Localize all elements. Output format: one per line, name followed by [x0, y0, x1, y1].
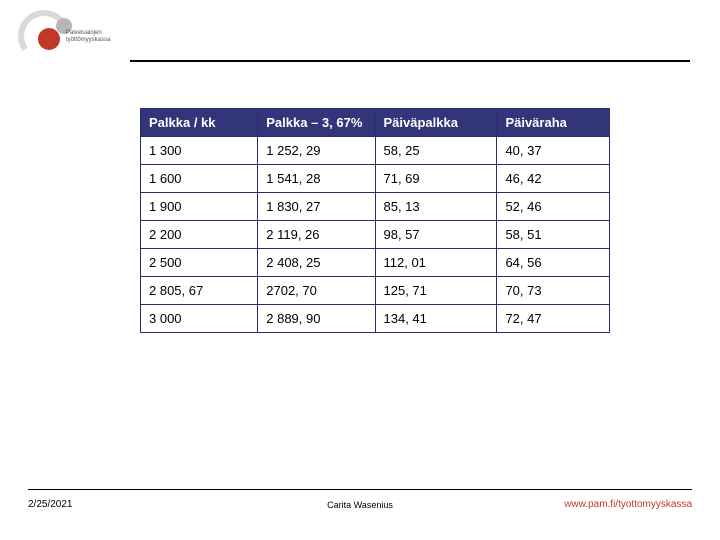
table-cell: 1 252, 29: [258, 137, 375, 165]
logo-line2: työttömyyskassa: [66, 37, 110, 44]
table-cell: 58, 25: [375, 137, 497, 165]
col-header-palkka-367: Palkka – 3, 67%: [258, 109, 375, 137]
table-cell: 46, 42: [497, 165, 610, 193]
table-cell: 64, 56: [497, 249, 610, 277]
salary-table: Palkka / kk Palkka – 3, 67% Päiväpalkka …: [140, 108, 610, 333]
table-cell: 125, 71: [375, 277, 497, 305]
salary-table-container: Palkka / kk Palkka – 3, 67% Päiväpalkka …: [140, 108, 610, 333]
footer-url: www.pam.fi/tyottomyyskassa: [564, 499, 692, 510]
header-divider: [130, 60, 690, 62]
table-cell: 58, 51: [497, 221, 610, 249]
logo-dot-red: [38, 28, 60, 50]
table-cell: 134, 41: [375, 305, 497, 333]
table-cell: 3 000: [141, 305, 258, 333]
col-header-paivapalkka: Päiväpalkka: [375, 109, 497, 137]
col-header-palkka-kk: Palkka / kk: [141, 109, 258, 137]
table-cell: 2702, 70: [258, 277, 375, 305]
table-row: 1 3001 252, 2958, 2540, 37: [141, 137, 610, 165]
table-row: 1 9001 830, 2785, 1352, 46: [141, 193, 610, 221]
table-cell: 1 600: [141, 165, 258, 193]
table-cell: 2 200: [141, 221, 258, 249]
table-row: 1 6001 541, 2871, 6946, 42: [141, 165, 610, 193]
table-row: 2 5002 408, 25112, 0164, 56: [141, 249, 610, 277]
table-cell: 1 300: [141, 137, 258, 165]
table-cell: 40, 37: [497, 137, 610, 165]
logo-line1: Palvelualojen: [66, 30, 110, 37]
col-header-paivaraha: Päiväraha: [497, 109, 610, 137]
table-cell: 72, 47: [497, 305, 610, 333]
table-cell: 70, 73: [497, 277, 610, 305]
table-header-row: Palkka / kk Palkka – 3, 67% Päiväpalkka …: [141, 109, 610, 137]
table-cell: 2 119, 26: [258, 221, 375, 249]
logo-text: Palvelualojen työttömyyskassa: [66, 30, 110, 43]
footer-divider: [28, 489, 692, 490]
table-row: 2 805, 672702, 70125, 7170, 73: [141, 277, 610, 305]
table-row: 2 2002 119, 2698, 5758, 51: [141, 221, 610, 249]
table-cell: 1 830, 27: [258, 193, 375, 221]
table-cell: 2 408, 25: [258, 249, 375, 277]
logo: Palvelualojen työttömyyskassa: [18, 12, 148, 60]
table-cell: 85, 13: [375, 193, 497, 221]
table-cell: 112, 01: [375, 249, 497, 277]
table-cell: 71, 69: [375, 165, 497, 193]
table-row: 3 0002 889, 90134, 4172, 47: [141, 305, 610, 333]
table-cell: 2 889, 90: [258, 305, 375, 333]
table-cell: 2 805, 67: [141, 277, 258, 305]
table-cell: 98, 57: [375, 221, 497, 249]
table-cell: 52, 46: [497, 193, 610, 221]
table-cell: 2 500: [141, 249, 258, 277]
table-cell: 1 900: [141, 193, 258, 221]
table-cell: 1 541, 28: [258, 165, 375, 193]
